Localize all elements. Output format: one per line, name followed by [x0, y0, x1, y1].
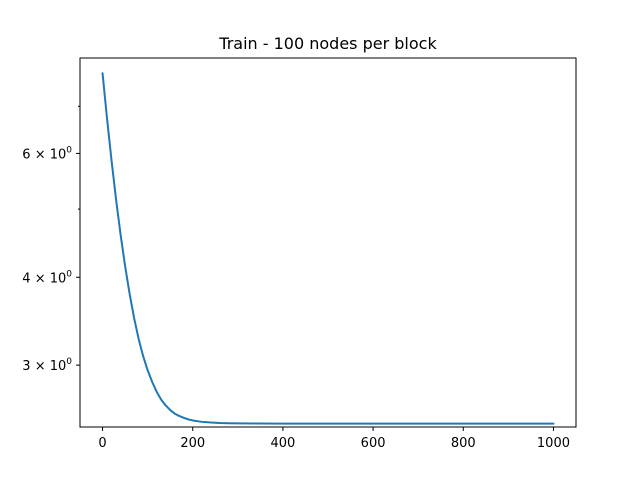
- x-tick-label: 600: [361, 436, 386, 451]
- x-tick-label: 400: [270, 436, 295, 451]
- y-tick-label: 3 × 100: [22, 357, 72, 374]
- y-tick-coef: 6: [22, 147, 30, 162]
- y-tick-exponent: 0: [66, 145, 72, 155]
- series-line: [101, 72, 555, 425]
- y-tick-coef: 3: [22, 359, 30, 374]
- x-tick-label: 800: [451, 436, 476, 451]
- y-tick-exponent: 0: [66, 269, 72, 279]
- series-layer: [101, 72, 555, 425]
- chart-title: Train - 100 nodes per block: [218, 34, 437, 53]
- x-tick-label: 1000: [537, 436, 570, 451]
- y-tick-label: 4 × 100: [22, 269, 72, 286]
- y-tick-label: 6 × 100: [22, 145, 72, 162]
- plot-area-frame: [79, 57, 577, 428]
- y-tick-coef: 4: [22, 271, 30, 286]
- x-axis: 0 200 400 600 800 1000: [98, 427, 570, 451]
- x-tick-label: 0: [98, 436, 106, 451]
- y-tick-exponent: 0: [66, 357, 72, 367]
- y-axis: 3 × 100 4 × 100 6 × 100: [22, 105, 80, 374]
- x-tick-label: 200: [180, 436, 205, 451]
